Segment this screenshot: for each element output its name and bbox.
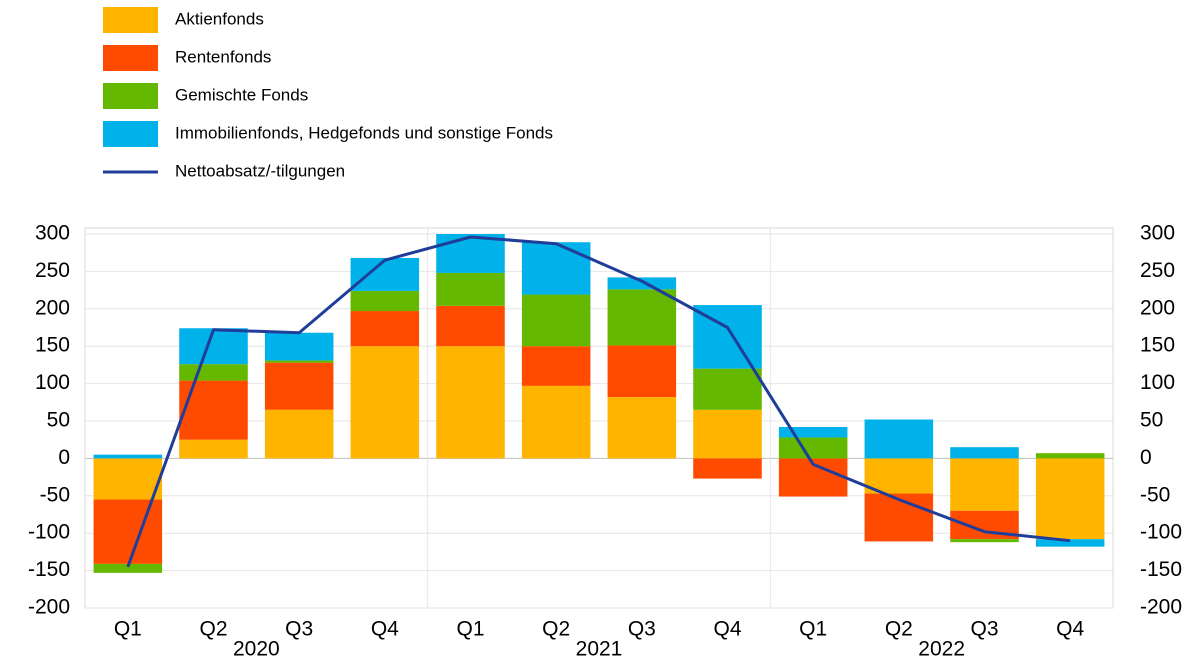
bar-segment bbox=[264, 362, 334, 410]
legend-swatch bbox=[103, 121, 158, 147]
bar-segment bbox=[350, 346, 420, 459]
y2-tick-label: 100 bbox=[1140, 371, 1175, 394]
legend-label: Nettoabsatz/-tilgungen bbox=[175, 161, 345, 180]
group-label: 2020 bbox=[233, 638, 280, 661]
bar-segment bbox=[350, 290, 420, 312]
bar-segment bbox=[521, 294, 591, 347]
x-tick-label: Q4 bbox=[1056, 618, 1084, 641]
group-label: 2021 bbox=[576, 638, 623, 661]
bar-segment bbox=[521, 385, 591, 459]
bar-segment bbox=[864, 458, 934, 494]
y-tick-label: 0 bbox=[58, 446, 70, 469]
bar-segment bbox=[950, 447, 1019, 459]
y-tick-label: -50 bbox=[40, 483, 70, 506]
bar-segment bbox=[607, 345, 677, 398]
bar-segment bbox=[179, 439, 248, 459]
y2-tick-label: 0 bbox=[1140, 446, 1152, 469]
bar-segment bbox=[693, 368, 762, 410]
x-tick-label: Q4 bbox=[371, 618, 399, 641]
legend-swatch bbox=[103, 45, 158, 71]
bar-segment bbox=[1035, 453, 1105, 459]
bar-segment bbox=[521, 346, 591, 386]
legend-swatch bbox=[103, 7, 158, 33]
bar-segment bbox=[179, 364, 248, 381]
y-tick-label: 300 bbox=[35, 222, 70, 245]
y2-tick-label: -50 bbox=[1140, 483, 1170, 506]
bar-segment bbox=[950, 539, 1019, 543]
bar-segment bbox=[693, 458, 762, 479]
bar-segment bbox=[607, 397, 677, 459]
bar-segment bbox=[950, 458, 1019, 511]
x-tick-label: Q4 bbox=[713, 618, 741, 641]
legend-label: Immobilienfonds, Hedgefonds und sonstige… bbox=[175, 123, 553, 142]
y-tick-label: 50 bbox=[47, 409, 70, 432]
y2-tick-label: -200 bbox=[1140, 596, 1182, 619]
line-series bbox=[126, 235, 1071, 568]
bar-segment bbox=[1035, 539, 1105, 547]
y-tick-label: -200 bbox=[28, 596, 70, 619]
bar-segment bbox=[264, 409, 334, 459]
bar-segment bbox=[778, 437, 848, 459]
legend-label: Gemischte Fonds bbox=[175, 85, 308, 104]
y2-tick-label: -100 bbox=[1140, 521, 1182, 544]
bar-segment bbox=[693, 409, 762, 459]
legend-label: Aktienfonds bbox=[175, 9, 264, 28]
y-tick-label: 100 bbox=[35, 371, 70, 394]
bar-segment bbox=[93, 458, 163, 500]
y2-tick-label: 300 bbox=[1140, 222, 1175, 245]
bar-segment bbox=[350, 257, 420, 291]
legend-swatch bbox=[103, 83, 158, 109]
x-tick-label: Q1 bbox=[114, 618, 142, 641]
y2-tick-label: 150 bbox=[1140, 334, 1175, 357]
x-tick-label: Q3 bbox=[970, 618, 998, 641]
y-tick-label: 200 bbox=[35, 296, 70, 319]
bar-segment bbox=[350, 311, 420, 347]
bar-segment bbox=[179, 328, 248, 365]
bar-segment bbox=[436, 234, 505, 273]
bar-segment bbox=[93, 499, 163, 564]
bar-segment bbox=[436, 305, 505, 347]
bar-segment bbox=[864, 419, 934, 459]
bar-segment bbox=[521, 242, 591, 295]
bar-segment bbox=[264, 332, 334, 361]
y-tick-label: -100 bbox=[28, 521, 70, 544]
bar-segment bbox=[436, 346, 505, 459]
y2-tick-label: -150 bbox=[1140, 558, 1182, 581]
x-tick-label: Q2 bbox=[542, 618, 570, 641]
y2-tick-label: 200 bbox=[1140, 296, 1175, 319]
bar-segment bbox=[264, 360, 334, 363]
x-tick-label: Q2 bbox=[199, 618, 227, 641]
bar-segment bbox=[93, 563, 163, 573]
x-tick-label: Q2 bbox=[885, 618, 913, 641]
bar-segment bbox=[93, 454, 163, 459]
y2-tick-label: 50 bbox=[1140, 409, 1163, 432]
x-tick-label: Q3 bbox=[285, 618, 313, 641]
x-tick-label: Q1 bbox=[456, 618, 484, 641]
bar-segment bbox=[607, 277, 677, 290]
x-tick-label: Q3 bbox=[628, 618, 656, 641]
bar-segment bbox=[436, 272, 505, 306]
group-label: 2022 bbox=[918, 638, 965, 661]
x-tick-label: Q1 bbox=[799, 618, 827, 641]
y2-tick-label: 250 bbox=[1140, 259, 1175, 282]
legend-label: Rentenfonds bbox=[175, 47, 271, 66]
bar-segment bbox=[1035, 458, 1105, 540]
y-tick-label: 250 bbox=[35, 259, 70, 282]
bar-segment bbox=[864, 493, 934, 542]
y-tick-label: 150 bbox=[35, 334, 70, 357]
y-tick-label: -150 bbox=[28, 558, 70, 581]
bar-segment bbox=[607, 289, 677, 346]
bar-segment bbox=[778, 426, 848, 438]
bar-segment bbox=[179, 380, 248, 440]
